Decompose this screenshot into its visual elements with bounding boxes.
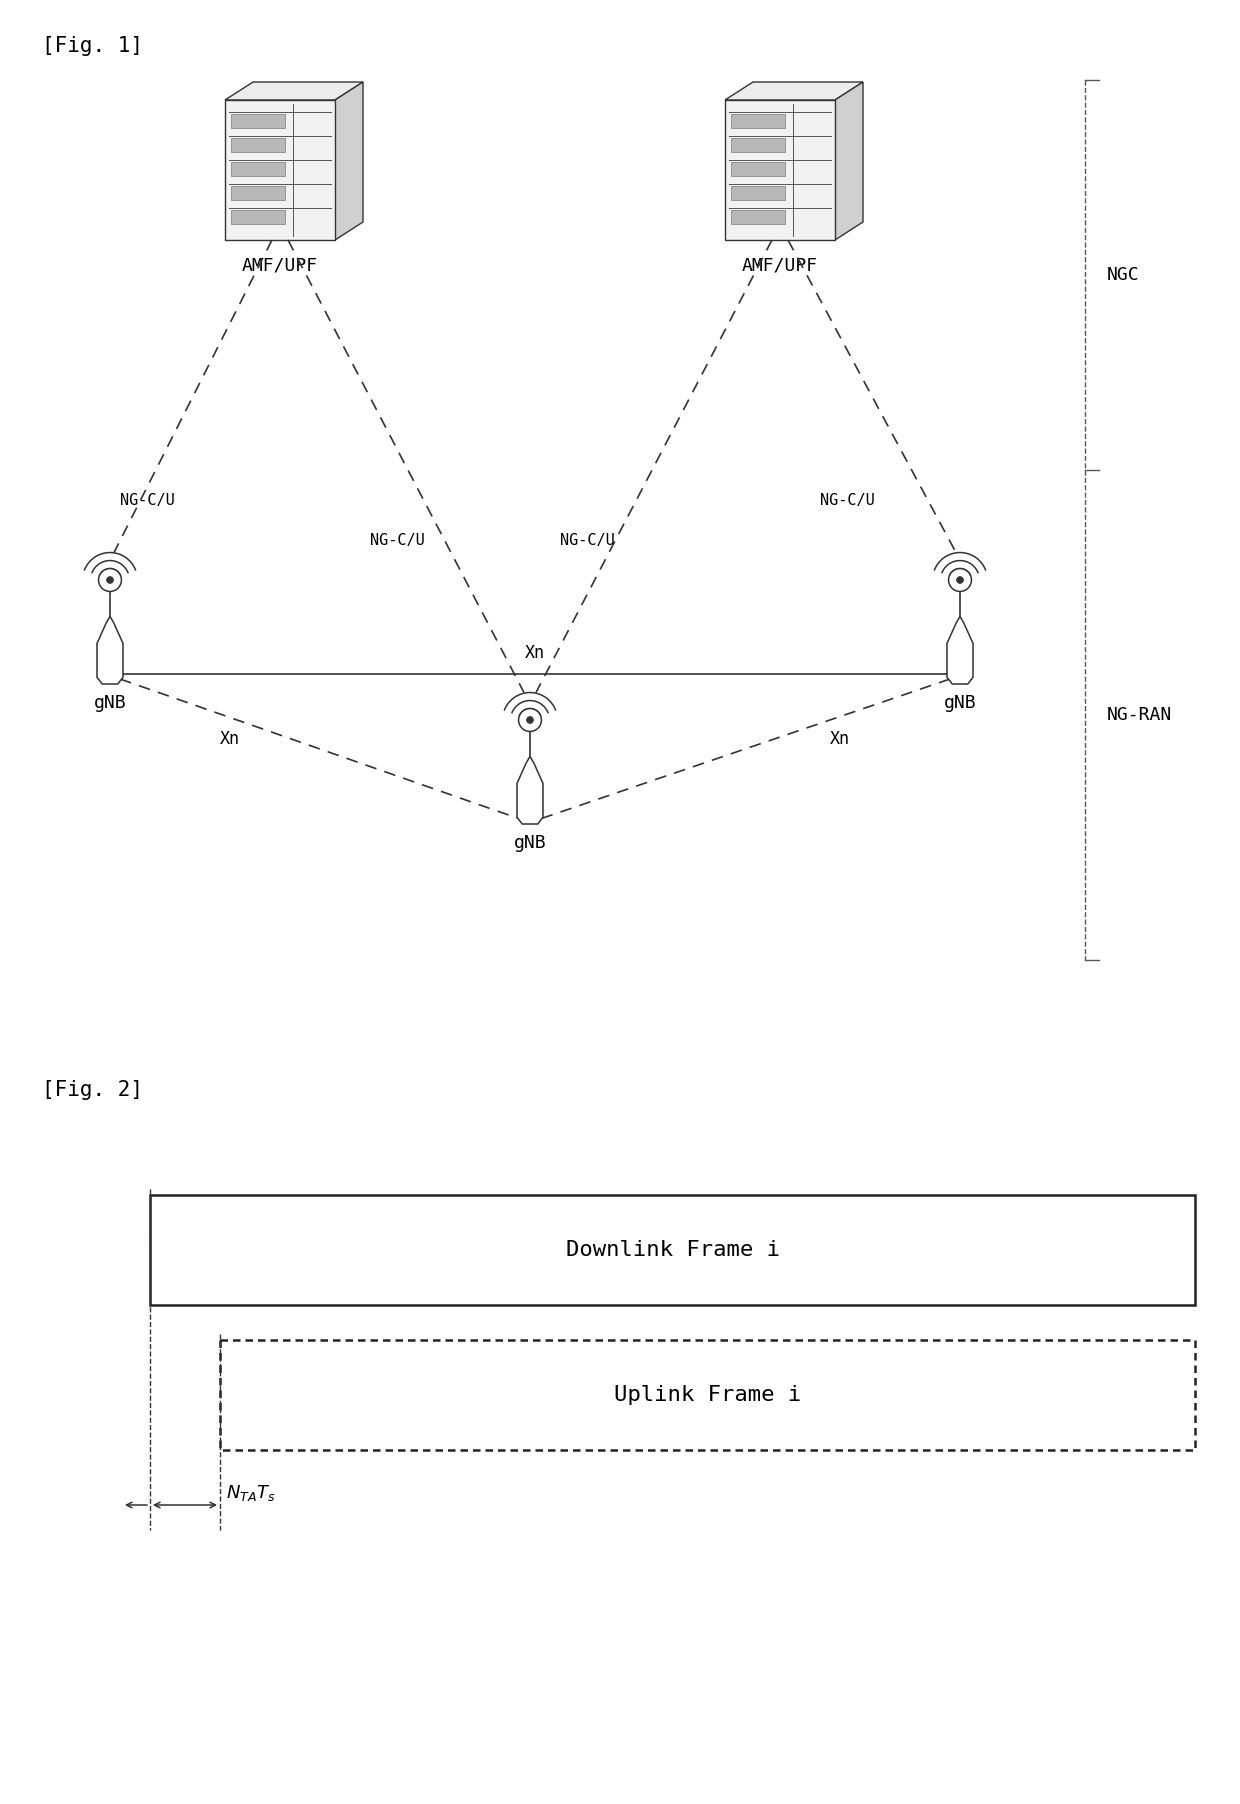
Text: Xn: Xn	[525, 644, 546, 662]
Text: gNB: gNB	[94, 695, 126, 713]
Bar	[732, 209, 785, 224]
Bar	[732, 162, 785, 177]
Circle shape	[949, 568, 971, 592]
Text: gNB: gNB	[513, 833, 547, 851]
Polygon shape	[725, 81, 863, 99]
Bar	[219, 1340, 1195, 1450]
Text: Downlink Frame i: Downlink Frame i	[565, 1239, 780, 1259]
Bar	[231, 137, 285, 152]
Text: NG-RAN: NG-RAN	[1107, 705, 1172, 723]
Bar	[732, 186, 785, 200]
Text: $N_{TA}T_s$: $N_{TA}T_s$	[226, 1483, 275, 1503]
Circle shape	[107, 577, 113, 583]
Bar	[231, 162, 285, 177]
Polygon shape	[224, 81, 363, 99]
Text: [Fig. 1]: [Fig. 1]	[42, 36, 143, 56]
Polygon shape	[335, 81, 363, 240]
Circle shape	[98, 568, 122, 592]
Bar	[231, 114, 285, 128]
Circle shape	[518, 709, 542, 731]
Text: Xn: Xn	[830, 731, 849, 749]
Text: Xn: Xn	[219, 731, 241, 749]
Circle shape	[527, 716, 533, 723]
Text: AMF/UPF: AMF/UPF	[742, 256, 818, 274]
Polygon shape	[725, 99, 835, 240]
Circle shape	[956, 577, 963, 583]
Text: NG-C/U: NG-C/U	[820, 492, 874, 507]
Text: NG-C/U: NG-C/U	[560, 532, 615, 547]
Text: [Fig. 2]: [Fig. 2]	[42, 1081, 143, 1100]
Text: Uplink Frame i: Uplink Frame i	[614, 1385, 801, 1405]
Polygon shape	[947, 617, 973, 684]
Polygon shape	[835, 81, 863, 240]
Polygon shape	[224, 99, 335, 240]
Polygon shape	[517, 756, 543, 824]
Text: gNB: gNB	[944, 695, 976, 713]
Text: AMF/UPF: AMF/UPF	[242, 256, 319, 274]
Polygon shape	[97, 617, 123, 684]
Bar	[231, 186, 285, 200]
Text: NGC: NGC	[1107, 265, 1140, 283]
Bar	[231, 209, 285, 224]
Bar	[732, 114, 785, 128]
Bar	[732, 137, 785, 152]
Bar	[150, 1194, 1195, 1304]
Text: NG-C/U: NG-C/U	[120, 492, 175, 507]
Text: NG-C/U: NG-C/U	[370, 532, 425, 547]
